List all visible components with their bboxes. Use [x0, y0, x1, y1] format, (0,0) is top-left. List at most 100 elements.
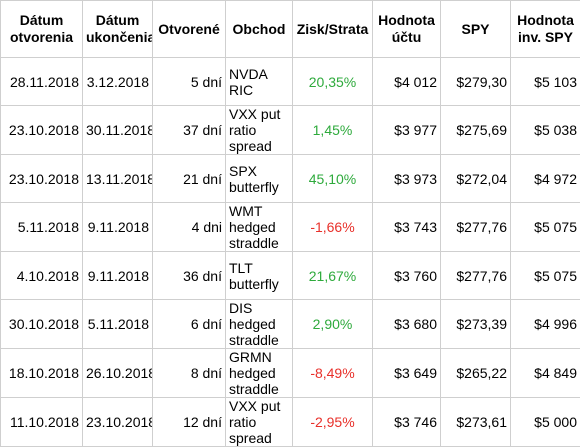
cell: 36 dní: [152, 251, 226, 300]
cell: $5 075: [510, 251, 580, 300]
table-row: 18.10.2018 26.10.2018 8 dní GRMN hedged strad…: [0, 348, 580, 398]
table-row: 23.10.2018 30.11.2018 37 dní VXX put ratio sp…: [0, 105, 580, 155]
cell-line: otvorenia: [9, 29, 73, 45]
cell-line: ratio: [229, 122, 257, 138]
table-body: 28.11.2018 3.12.2018 5 dní NVDA RIC 20,35% $4 …: [0, 57, 580, 447]
cell-line: Dátum: [95, 12, 140, 28]
cell: 28.11.2018: [0, 57, 83, 106]
cell: TLT butterfly: [225, 251, 293, 300]
cell-line: straddle: [229, 235, 279, 251]
cell: $275,69: [440, 105, 511, 155]
cell: 4 dni: [152, 202, 226, 252]
cell: 30.11.2018: [82, 105, 153, 155]
cell-line: DIS: [229, 300, 253, 317]
table-row: 4.10.2018 9.11.2018 36 dní TLT butterfly 21,6…: [0, 251, 580, 300]
cell-line: straddle: [229, 332, 279, 348]
cell-line: VXX put: [229, 106, 281, 123]
cell-line: TLT: [229, 259, 253, 276]
cell-line: hedged: [229, 316, 276, 332]
header-cell: Otvorené: [152, 0, 226, 58]
cell: 9.11.2018: [82, 202, 153, 252]
cell: 11.10.2018: [0, 397, 83, 447]
cell-line: straddle: [229, 381, 279, 397]
table-row: 23.10.2018 13.11.2018 21 dní SPX butterfly 45…: [0, 154, 580, 203]
cell: 8 dní: [152, 348, 226, 398]
header-cell: Hodnota inv. SPY: [510, 0, 580, 58]
cell: $4 012: [372, 57, 441, 106]
cell-line: Otvorené: [158, 20, 220, 37]
cell: 26.10.2018: [82, 348, 153, 398]
cell-line: spread: [229, 430, 272, 446]
cell: $277,76: [440, 251, 511, 300]
profit-cell: -2,95%: [292, 397, 373, 447]
profit-cell: 2,90%: [292, 299, 373, 349]
cell: 13.11.2018: [82, 154, 153, 203]
cell: $273,39: [440, 299, 511, 349]
cell: SPX butterfly: [225, 154, 293, 203]
cell: 4.10.2018: [0, 251, 83, 300]
header-cell: Dátum otvorenia: [0, 0, 83, 58]
cell-line: NVDA: [229, 65, 268, 82]
cell-line: VXX put: [229, 398, 281, 415]
cell: $3 977: [372, 105, 441, 155]
header-cell: Zisk/Strata: [292, 0, 373, 58]
table-row: 30.10.2018 5.11.2018 6 dní DIS hedged straddl…: [0, 299, 580, 349]
cell: $5 103: [510, 57, 580, 106]
cell-line: Obchod: [232, 20, 286, 37]
cell: 21 dní: [152, 154, 226, 203]
cell: WMT hedged straddle: [225, 202, 293, 252]
cell-line: GRMN: [229, 349, 272, 366]
cell: NVDA RIC: [225, 57, 293, 106]
cell: 5.11.2018: [82, 299, 153, 349]
cell-line: Zisk/Strata: [296, 20, 369, 37]
cell: 5 dní: [152, 57, 226, 106]
cell-line: RIC: [229, 81, 254, 98]
cell: $279,30: [440, 57, 511, 106]
cell-line: butterfly: [229, 178, 279, 195]
cell: $3 680: [372, 299, 441, 349]
cell: VXX put ratio spread: [225, 397, 293, 447]
cell-line: inv. SPY: [518, 29, 573, 45]
cell: $277,76: [440, 202, 511, 252]
table-row: 28.11.2018 3.12.2018 5 dní NVDA RIC 20,35% $4 …: [0, 57, 580, 106]
cell: $5 038: [510, 105, 580, 155]
cell: $3 746: [372, 397, 441, 447]
profit-cell: 45,10%: [292, 154, 373, 203]
table-row: 5.11.2018 9.11.2018 4 dni WMT hedged straddle…: [0, 202, 580, 252]
cell: $272,04: [440, 154, 511, 203]
cell: $4 849: [510, 348, 580, 398]
cell-line: Hodnota: [378, 12, 435, 28]
cell: $3 743: [372, 202, 441, 252]
cell: $5 000: [510, 397, 580, 447]
cell: DIS hedged straddle: [225, 299, 293, 349]
cell: 3.12.2018: [82, 57, 153, 106]
cell: 30.10.2018: [0, 299, 83, 349]
cell-line: hedged: [229, 219, 276, 235]
header-cell: Hodnota účtu: [372, 0, 441, 58]
cell-line: SPX: [229, 162, 258, 179]
profit-cell: 20,35%: [292, 57, 373, 106]
profit-cell: 21,67%: [292, 251, 373, 300]
cell: 9.11.2018: [82, 251, 153, 300]
header-cell: SPY: [440, 0, 511, 58]
profit-cell: -8,49%: [292, 348, 373, 398]
cell: 23.10.2018: [0, 154, 83, 203]
cell: $273,61: [440, 397, 511, 447]
cell: $3 973: [372, 154, 441, 203]
profit-cell: 1,45%: [292, 105, 373, 155]
cell-line: ukončenia: [86, 29, 153, 45]
cell: 5.11.2018: [0, 202, 83, 252]
cell-line: Dátum: [19, 12, 64, 28]
header-row: Dátum otvorenia Dátum ukončenia Otvorené Obch…: [0, 0, 580, 58]
cell: $5 075: [510, 202, 580, 252]
cell-line: WMT: [229, 203, 263, 220]
cell: 37 dní: [152, 105, 226, 155]
cell: $265,22: [440, 348, 511, 398]
cell: 18.10.2018: [0, 348, 83, 398]
cell: 6 dní: [152, 299, 226, 349]
cell: 23.10.2018: [0, 105, 83, 155]
cell: $4 996: [510, 299, 580, 349]
cell: $3 760: [372, 251, 441, 300]
cell: VXX put ratio spread: [225, 105, 293, 155]
cell-line: SPY: [461, 20, 490, 37]
